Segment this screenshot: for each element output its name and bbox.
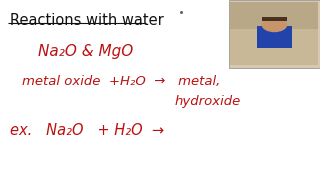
- Text: Reactions with water: Reactions with water: [10, 13, 163, 28]
- Text: ex.   Na₂O   + H₂O  →: ex. Na₂O + H₂O →: [10, 123, 164, 138]
- Text: Na₂O & MgO: Na₂O & MgO: [38, 44, 134, 59]
- Circle shape: [262, 18, 287, 32]
- Bar: [229, 0, 320, 68]
- Bar: [230, 27, 318, 65]
- Bar: [257, 26, 292, 48]
- Text: hydroxide: hydroxide: [174, 95, 241, 108]
- Bar: [230, 2, 318, 29]
- Text: metal oxide  +H₂O  →   metal,: metal oxide +H₂O → metal,: [22, 75, 221, 88]
- Bar: [262, 17, 286, 21]
